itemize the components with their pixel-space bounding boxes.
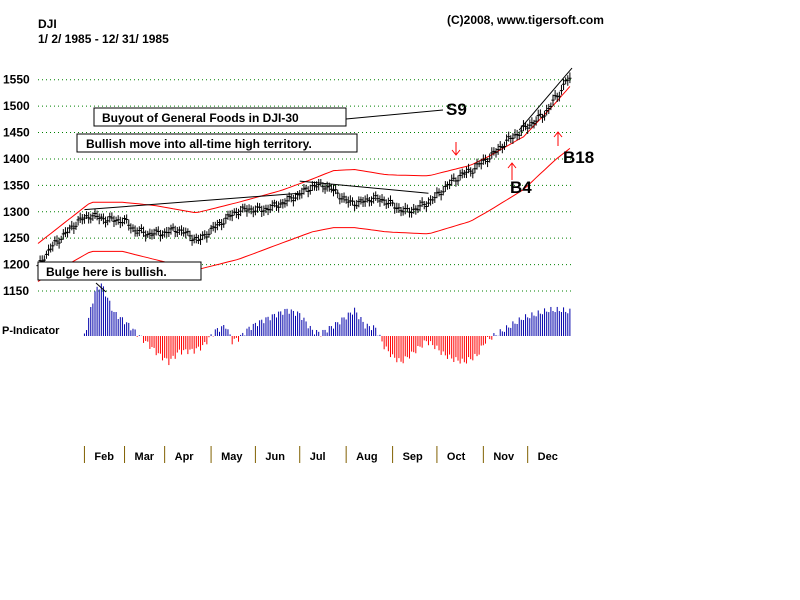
bulge-annotation-box: [37, 261, 202, 281]
month-label: Aug: [356, 451, 377, 463]
y-tick-label: 1250: [3, 231, 30, 245]
s9-signal-label: S9: [446, 100, 467, 119]
month-label: May: [221, 451, 243, 463]
y-axis-labels: 1150 1200 1250 1300 1350 1400 1450 1500 1550: [3, 73, 30, 298]
y-tick-label: 1200: [3, 258, 30, 272]
y-tick-label: 1500: [3, 99, 30, 113]
month-label: Nov: [493, 451, 515, 463]
trend-line: [84, 192, 300, 211]
month-label: Sep: [403, 451, 423, 463]
chart-date-range: 1/ 2/ 1985 - 12/ 31/ 1985: [38, 32, 169, 46]
y-tick-label: 1300: [3, 205, 30, 219]
y-tick-label: 1400: [3, 152, 30, 166]
trend-line: [518, 67, 573, 131]
buyout-pointer-line: [345, 109, 444, 120]
month-label: Feb: [94, 451, 114, 463]
b4-arrow-head: [507, 162, 517, 169]
month-label: Oct: [447, 451, 466, 463]
indicator-label: P-Indicator: [2, 325, 60, 337]
y-tick-label: 1450: [3, 126, 30, 140]
b4-signal-label: B4: [510, 178, 532, 197]
month-label: Mar: [135, 451, 155, 463]
bullish-move-annotation-box: [76, 133, 358, 153]
y-tick-label: 1550: [3, 73, 30, 87]
buyout-annotation-box: [93, 107, 347, 127]
y-tick-label: 1350: [3, 178, 30, 192]
month-label: Dec: [538, 451, 558, 463]
month-label: Jun: [265, 451, 285, 463]
chart-symbol: DJI: [38, 17, 57, 31]
trend-line: [299, 180, 429, 194]
month-label: Apr: [175, 451, 195, 463]
trend-lines: [84, 67, 573, 211]
month-label: Jul: [310, 451, 326, 463]
bulge-annotation-text: Bulge here is bullish.: [46, 265, 167, 279]
bullish-move-annotation-text: Bullish move into all-time high territor…: [86, 137, 312, 151]
copyright-text: (C)2008, www.tigersoft.com: [447, 13, 604, 27]
lower-band-line: [37, 148, 571, 282]
bulge-pointer-line: [95, 282, 107, 293]
buyout-annotation-text: Buyout of General Foods in DJI-30: [102, 111, 299, 125]
month-axis: Feb Mar Apr May Jun Jul Aug Sep Oct Nov Dec: [83, 446, 558, 463]
s9-arrow-head: [451, 149, 461, 156]
price-bars: [36, 72, 572, 272]
b18-arrow-head: [553, 131, 563, 138]
b18-signal-label: B18: [563, 148, 594, 167]
y-tick-label: 1150: [3, 284, 29, 298]
p-indicator-histogram: [83, 283, 571, 366]
